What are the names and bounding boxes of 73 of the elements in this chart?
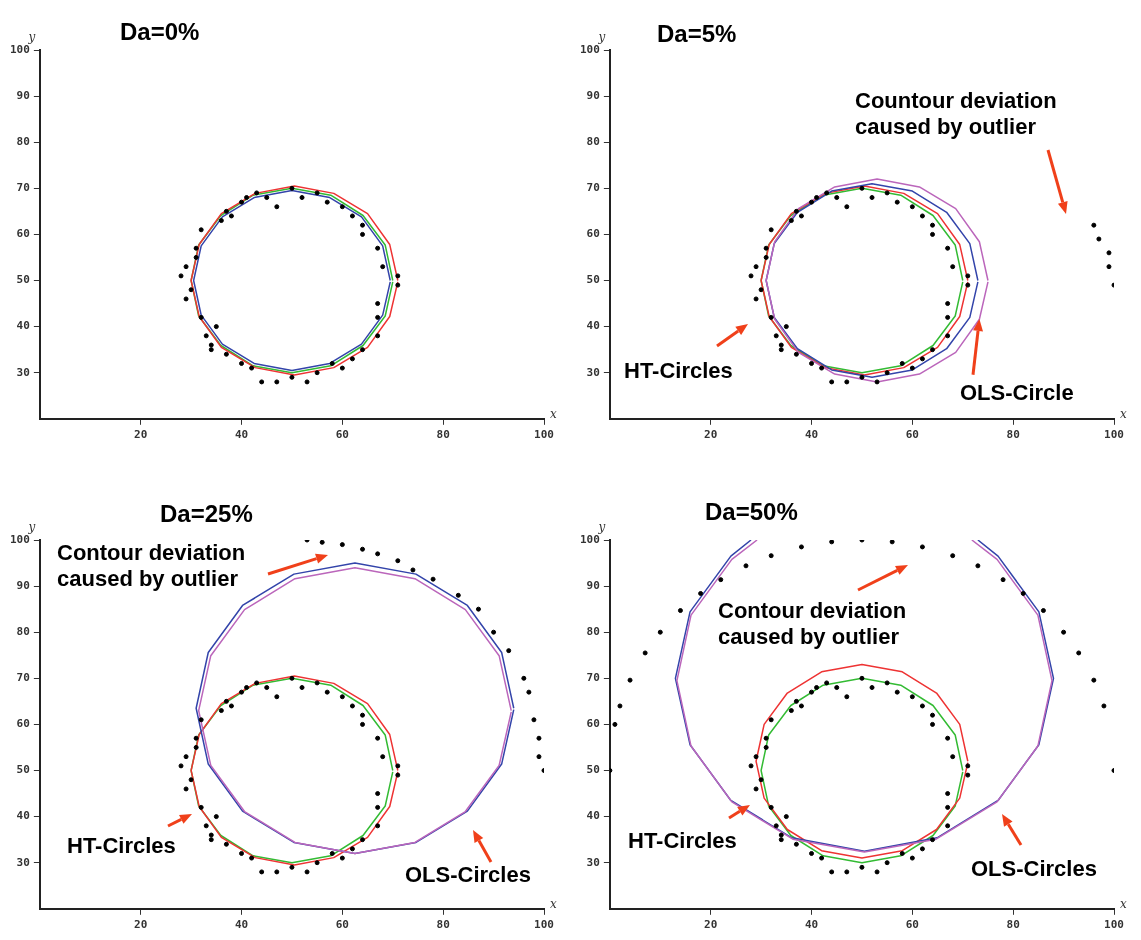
x-tick-label: 80: [436, 918, 450, 932]
chart-title: Da=25%: [160, 500, 253, 528]
x-tick-label: 60: [905, 918, 919, 932]
x-tick-label: 80: [436, 428, 450, 442]
y-tick-label: 50: [586, 273, 600, 287]
y-axis-title: y: [27, 30, 36, 45]
y-tick-label: 70: [586, 671, 600, 685]
x-tick-label: 20: [134, 918, 148, 932]
y-tick-label: 70: [586, 181, 600, 195]
y-tick-label: 80: [16, 135, 30, 149]
x-axis-title: x: [1120, 896, 1127, 911]
annotation: OLS-Circle: [960, 380, 1074, 407]
x-tick-label: 100: [1104, 918, 1124, 932]
x-tick-label: 100: [534, 918, 554, 932]
y-tick-label: 80: [586, 135, 600, 149]
y-tick-label: 80: [586, 625, 600, 639]
y-tick-label: 40: [16, 319, 30, 333]
y-tick-label: 30: [586, 855, 600, 869]
annotation: HT-Circles: [624, 358, 733, 385]
annotation: OLS-Circles: [405, 862, 531, 889]
y-tick-label: 50: [586, 763, 600, 777]
y-tick-label: 100: [579, 42, 600, 56]
y-tick-label: 90: [16, 88, 30, 102]
x-tick-label: 40: [234, 918, 249, 932]
y-tick-label: 90: [16, 578, 30, 592]
x-tick-label: 40: [234, 428, 249, 442]
y-tick-label: 50: [16, 273, 30, 287]
y-tick-label: 70: [16, 181, 30, 195]
y-axis-title: y: [27, 520, 36, 535]
x-tick-label: 100: [1104, 428, 1124, 442]
y-tick-label: 30: [586, 365, 600, 379]
y-tick-label: 40: [586, 809, 600, 823]
x-tick-label: 60: [335, 918, 349, 932]
y-tick-label: 60: [586, 227, 600, 241]
annotation: Contour deviation caused by outlier: [718, 598, 908, 651]
chart-title: Da=5%: [657, 20, 737, 48]
y-tick-label: 60: [16, 227, 30, 241]
y-tick-label: 100: [9, 42, 30, 56]
x-tick-label: 20: [134, 428, 148, 442]
y-axis-title: y: [597, 520, 606, 535]
x-tick-label: 40: [804, 918, 819, 932]
y-tick-label: 100: [9, 532, 30, 546]
y-tick-label: 60: [16, 717, 30, 731]
chart-title: Da=50%: [705, 498, 798, 526]
x-tick-label: 80: [1006, 918, 1020, 932]
annotation: OLS-Circles: [971, 856, 1097, 883]
annotation: HT-Circles: [628, 828, 737, 855]
y-tick-label: 80: [16, 625, 30, 639]
y-tick-label: 100: [579, 532, 600, 546]
x-tick-label: 60: [905, 428, 919, 442]
y-tick-label: 50: [16, 763, 30, 777]
x-axis-title: x: [550, 896, 557, 911]
x-tick-label: 60: [335, 428, 349, 442]
y-tick-label: 40: [586, 319, 600, 333]
y-tick-label: 60: [586, 717, 600, 731]
annotation: Contour deviation caused by outlier: [57, 540, 247, 593]
y-tick-label: 40: [16, 809, 30, 823]
x-tick-label: 20: [704, 428, 718, 442]
x-tick-label: 40: [804, 428, 819, 442]
annotation: Countour deviation caused by outlier: [855, 88, 1058, 141]
y-tick-label: 90: [586, 88, 600, 102]
chart-title: Da=0%: [120, 18, 200, 46]
x-tick-label: 20: [704, 918, 718, 932]
y-tick-label: 30: [16, 365, 30, 379]
x-axis-title: x: [1120, 406, 1127, 421]
x-tick-label: 100: [534, 428, 554, 442]
y-tick-label: 70: [16, 671, 30, 685]
y-tick-label: 90: [586, 578, 600, 592]
y-axis-title: y: [597, 30, 606, 45]
x-tick-label: 80: [1006, 428, 1020, 442]
x-axis-title: x: [550, 406, 557, 421]
y-tick-label: 30: [16, 855, 30, 869]
annotation: HT-Circles: [67, 833, 176, 860]
